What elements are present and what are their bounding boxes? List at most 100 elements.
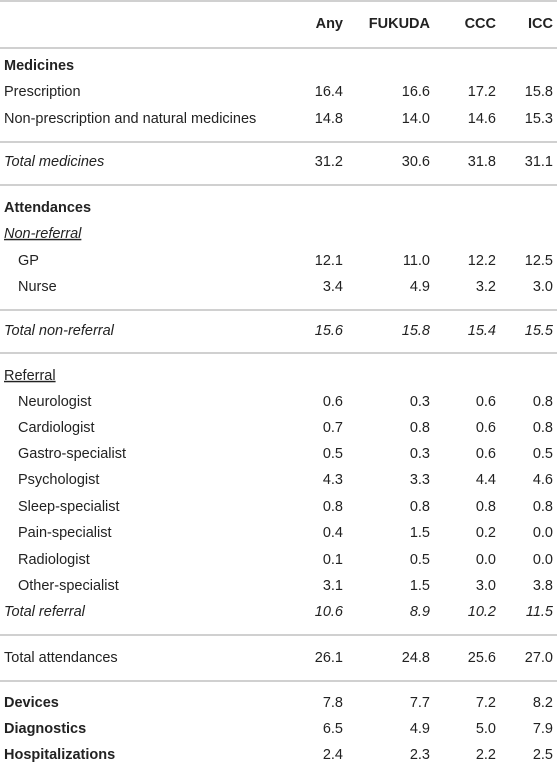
cell-value: 3.0 bbox=[533, 279, 553, 295]
row-label: Total medicines bbox=[4, 154, 104, 170]
row-label: Devices bbox=[4, 695, 59, 711]
cell-value: 5.0 bbox=[476, 721, 496, 737]
row-label: Neurologist bbox=[18, 394, 91, 410]
row-label: Cardiologist bbox=[18, 420, 95, 436]
cell-value: 3.1 bbox=[323, 578, 343, 594]
cell-value: 15.5 bbox=[525, 323, 554, 339]
cell-value: 0.8 bbox=[323, 499, 343, 515]
cell-value: 0.8 bbox=[533, 394, 553, 410]
row-label: Nurse bbox=[18, 279, 57, 295]
column-header: FUKUDA bbox=[369, 16, 431, 32]
column-header: CCC bbox=[465, 16, 497, 32]
row-label: Diagnostics bbox=[4, 721, 86, 737]
cell-value: 14.0 bbox=[402, 111, 430, 127]
cell-value: 25.6 bbox=[468, 650, 496, 666]
row-label: Pain-specialist bbox=[18, 525, 112, 541]
column-header: Any bbox=[316, 16, 343, 32]
cell-value: 7.8 bbox=[323, 695, 343, 711]
cell-value: 15.8 bbox=[402, 323, 430, 339]
row-label: Sleep-specialist bbox=[18, 499, 120, 515]
cell-value: 3.3 bbox=[410, 472, 430, 488]
row-label: Non-prescription and natural medicines bbox=[4, 111, 256, 127]
cell-value: 15.6 bbox=[315, 323, 344, 339]
cell-value: 0.3 bbox=[410, 446, 430, 462]
row-label: Psychologist bbox=[18, 472, 99, 488]
cell-value: 0.6 bbox=[476, 420, 496, 436]
cell-value: 0.1 bbox=[323, 552, 343, 568]
cell-value: 24.8 bbox=[402, 650, 430, 666]
cell-value: 0.7 bbox=[323, 420, 343, 436]
cell-value: 0.8 bbox=[533, 420, 553, 436]
row-label: Attendances bbox=[4, 200, 91, 216]
cell-value: 4.6 bbox=[533, 472, 553, 488]
cell-value: 15.3 bbox=[525, 111, 553, 127]
cell-value: 2.5 bbox=[533, 747, 553, 763]
cell-value: 0.5 bbox=[410, 552, 430, 568]
column-header: ICC bbox=[528, 16, 554, 32]
cell-value: 2.4 bbox=[323, 747, 343, 763]
cell-value: 0.0 bbox=[533, 552, 553, 568]
cell-value: 6.5 bbox=[323, 721, 343, 737]
cell-value: 7.2 bbox=[476, 695, 496, 711]
row-label: Prescription bbox=[4, 84, 81, 100]
cell-value: 16.4 bbox=[315, 84, 343, 100]
cell-value: 4.3 bbox=[323, 472, 343, 488]
cell-value: 16.6 bbox=[402, 84, 430, 100]
cell-value: 31.1 bbox=[525, 154, 553, 170]
cell-value: 7.9 bbox=[533, 721, 553, 737]
cell-value: 2.3 bbox=[410, 747, 430, 763]
cell-value: 0.6 bbox=[476, 446, 496, 462]
cell-value: 7.7 bbox=[410, 695, 430, 711]
row-label: Hospitalizations bbox=[4, 747, 115, 763]
cell-value: 2.2 bbox=[476, 747, 496, 763]
cell-value: 4.9 bbox=[410, 279, 430, 295]
cell-value: 26.1 bbox=[315, 650, 343, 666]
cell-value: 12.1 bbox=[315, 253, 343, 269]
cell-value: 30.6 bbox=[402, 154, 430, 170]
cell-value: 0.6 bbox=[323, 394, 343, 410]
row-label: Radiologist bbox=[18, 552, 90, 568]
cell-value: 0.0 bbox=[533, 525, 553, 541]
cell-value: 3.4 bbox=[323, 279, 343, 295]
row-label: Other-specialist bbox=[18, 578, 119, 594]
cell-value: 31.8 bbox=[468, 154, 496, 170]
cell-value: 15.4 bbox=[468, 323, 496, 339]
cell-value: 4.9 bbox=[410, 721, 430, 737]
cell-value: 12.5 bbox=[525, 253, 553, 269]
cell-value: 27.0 bbox=[525, 650, 553, 666]
cell-value: 1.5 bbox=[410, 525, 430, 541]
cell-value: 0.8 bbox=[476, 499, 496, 515]
cell-value: 0.8 bbox=[533, 499, 553, 515]
cell-value: 31.2 bbox=[315, 154, 343, 170]
cell-value: 0.4 bbox=[323, 525, 343, 541]
cell-value: 3.2 bbox=[476, 279, 496, 295]
cell-value: 10.2 bbox=[468, 604, 496, 620]
cell-value: 8.2 bbox=[533, 695, 553, 711]
cell-value: 0.0 bbox=[476, 552, 496, 568]
cell-value: 17.2 bbox=[468, 84, 496, 100]
cell-value: 1.5 bbox=[410, 578, 430, 594]
cell-value: 0.8 bbox=[410, 499, 430, 515]
cell-value: 10.6 bbox=[315, 604, 344, 620]
cell-value: 4.4 bbox=[476, 472, 496, 488]
row-label: Medicines bbox=[4, 58, 74, 74]
cell-value: 11.0 bbox=[403, 253, 430, 269]
row-label: Referral bbox=[4, 368, 56, 384]
cell-value: 0.3 bbox=[410, 394, 430, 410]
row-label: GP bbox=[18, 253, 39, 269]
cell-value: 3.8 bbox=[533, 578, 553, 594]
cell-value: 14.6 bbox=[468, 111, 496, 127]
cell-value: 11.5 bbox=[526, 604, 554, 620]
cell-value: 8.9 bbox=[410, 604, 430, 620]
cell-value: 3.0 bbox=[476, 578, 496, 594]
cell-value: 0.5 bbox=[323, 446, 343, 462]
cell-value: 0.5 bbox=[533, 446, 553, 462]
cell-value: 15.8 bbox=[525, 84, 553, 100]
cell-value: 14.8 bbox=[315, 111, 343, 127]
row-label: Gastro-specialist bbox=[18, 446, 126, 462]
row-label: Total referral bbox=[4, 604, 86, 620]
row-label: Total non-referral bbox=[4, 323, 115, 339]
cell-value: 0.6 bbox=[476, 394, 496, 410]
cell-value: 0.2 bbox=[476, 525, 496, 541]
